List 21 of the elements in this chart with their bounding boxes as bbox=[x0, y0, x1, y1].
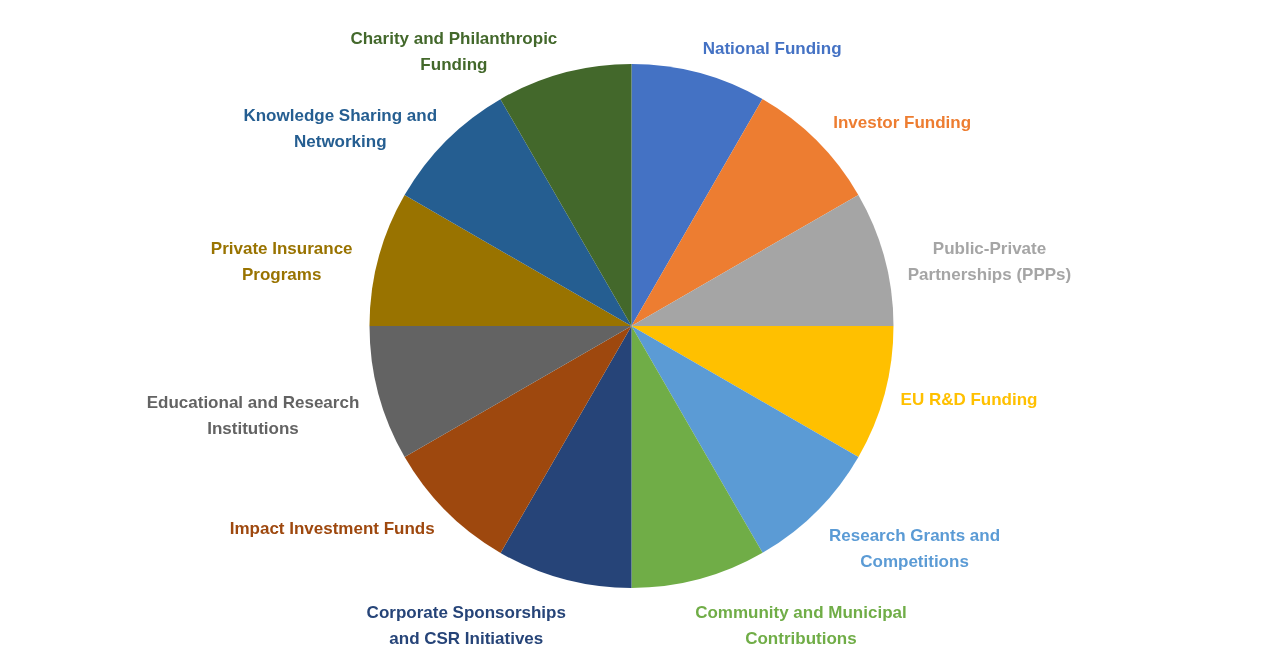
pie-slice bbox=[404, 99, 632, 326]
slice-label: Corporate Sponsorships and CSR Initiatives bbox=[366, 602, 566, 648]
pie-slice bbox=[500, 64, 632, 326]
slice-label: EU R&D Funding bbox=[900, 390, 1038, 410]
pie-slice bbox=[500, 326, 632, 588]
slice-label: Knowledge Sharing and Networking bbox=[243, 106, 438, 152]
pie-slice bbox=[631, 64, 763, 326]
slice-label: Impact Investment Funds bbox=[229, 519, 435, 538]
slice-label: Educational and Research Institutions bbox=[146, 392, 360, 438]
slice-label: Private Insurance Programs bbox=[210, 239, 353, 285]
pie-slice bbox=[369, 195, 632, 326]
pie-slice bbox=[631, 194, 894, 326]
pie-slice bbox=[631, 326, 894, 457]
slice-label: Research Grants and Competitions bbox=[829, 525, 1001, 571]
slice-label: Community and Municipal Contributions bbox=[695, 602, 907, 648]
slice-label: Public-Private Partnerships (PPPs) bbox=[907, 239, 1072, 285]
slice-label: Investor Funding bbox=[833, 113, 972, 132]
slice-label: National Funding bbox=[702, 38, 842, 58]
slice-label: Charity and Philanthropic Funding bbox=[350, 29, 558, 75]
pie-slice bbox=[631, 326, 763, 588]
pie-slice bbox=[369, 326, 632, 458]
